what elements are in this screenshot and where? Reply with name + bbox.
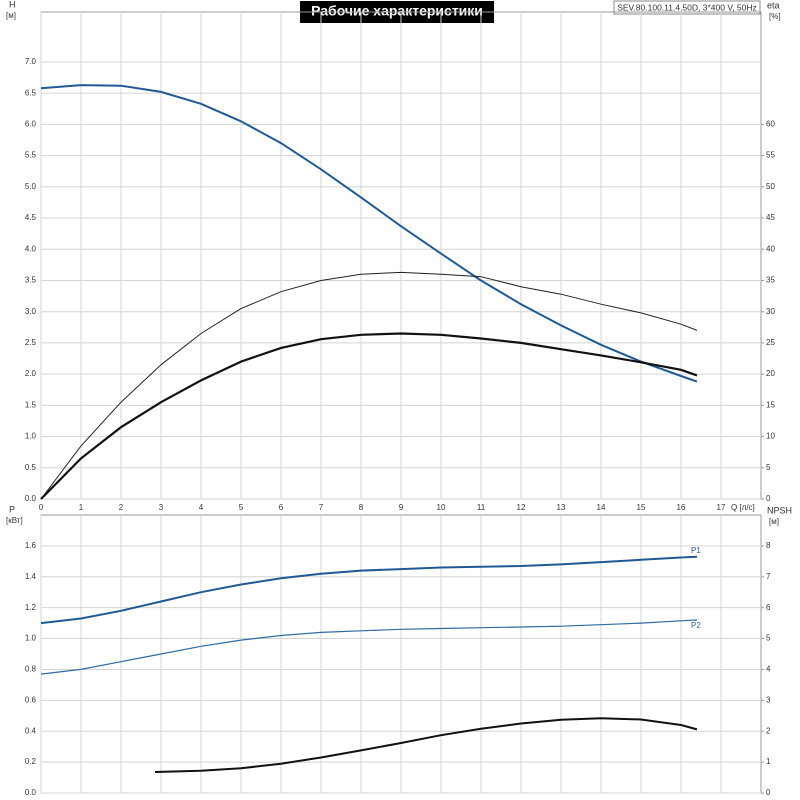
y-axis-unit: [кВт]	[6, 516, 23, 525]
x-tick-label: 1	[79, 503, 84, 512]
y2-tick-label: 20	[766, 369, 775, 378]
y2-tick-label: 0	[766, 494, 771, 503]
curve	[40, 84, 698, 383]
y-tick-label: 4.5	[25, 213, 37, 222]
y-tick-label: 1.0	[25, 634, 37, 643]
y-tick-label: 0.0	[25, 494, 37, 503]
series-label: P1	[691, 546, 701, 555]
y2-tick-label: 5	[766, 634, 771, 643]
x-tick-label: 0	[39, 503, 44, 512]
y-axis-label: H	[9, 0, 16, 9]
y-tick-label: 0.4	[25, 726, 37, 735]
y2-tick-label: 6	[766, 603, 771, 612]
y2-tick-label: 35	[766, 276, 775, 285]
curve	[40, 555, 698, 625]
y2-tick-label: 25	[766, 338, 775, 347]
x-tick-label: 15	[637, 503, 646, 512]
y2-tick-label: 15	[766, 400, 775, 409]
y-tick-label: 1.5	[25, 400, 37, 409]
y-tick-label: 1.0	[25, 432, 37, 441]
series-label: P2	[691, 621, 701, 630]
y2-axis-label: NPSH	[767, 505, 792, 515]
y2-tick-label: 3	[766, 695, 771, 704]
y-tick-label: 3.0	[25, 307, 37, 316]
x-tick-label: 3	[159, 503, 164, 512]
x-axis-label: Q [л/с]	[731, 503, 755, 512]
y-tick-label: 6.0	[25, 119, 37, 128]
y-tick-label: 2.0	[25, 369, 37, 378]
y2-tick-label: 4	[766, 665, 771, 674]
y-tick-label: 1.2	[25, 603, 37, 612]
y2-tick-label: 50	[766, 182, 775, 191]
y2-tick-label: 1	[766, 757, 771, 766]
curve	[154, 717, 698, 773]
y-tick-label: 4.0	[25, 244, 37, 253]
x-tick-label: 4	[199, 503, 204, 512]
x-tick-label: 14	[597, 503, 606, 512]
y-axis-label: P	[9, 504, 15, 514]
y2-axis-unit: [м]	[769, 517, 779, 526]
y-tick-label: 0.0	[25, 788, 37, 797]
chart-title: Рабочие характеристики	[311, 3, 483, 19]
y2-tick-label: 45	[766, 213, 775, 222]
x-tick-label: 8	[359, 503, 364, 512]
curve	[40, 271, 698, 500]
x-tick-label: 7	[319, 503, 324, 512]
y2-tick-label: 30	[766, 307, 775, 316]
y-tick-label: 7.0	[25, 57, 37, 66]
y-tick-label: 5.5	[25, 151, 37, 160]
y2-tick-label: 40	[766, 244, 775, 253]
subtitle-box	[613, 0, 761, 15]
y2-tick-label: 7	[766, 572, 771, 581]
x-tick-label: 11	[477, 503, 486, 512]
y2-axis-unit: [%]	[769, 12, 781, 21]
y2-tick-label: 55	[766, 151, 775, 160]
y-tick-label: 6.5	[25, 88, 37, 97]
y2-tick-label: 0	[766, 788, 771, 797]
x-tick-label: 13	[557, 503, 566, 512]
x-tick-label: 12	[517, 503, 526, 512]
y-tick-label: 0.2	[25, 757, 37, 766]
x-tick-label: 6	[279, 503, 284, 512]
y-tick-label: 1.6	[25, 541, 37, 550]
curve	[40, 332, 698, 500]
x-tick-label: 5	[239, 503, 244, 512]
y2-tick-label: 10	[766, 432, 775, 441]
y2-tick-label: 2	[766, 726, 771, 735]
y2-axis-label: eta	[767, 0, 780, 10]
curve	[40, 619, 698, 675]
y-tick-label: 1.4	[25, 572, 37, 581]
y-tick-label: 5.0	[25, 182, 37, 191]
y-tick-label: 0.6	[25, 695, 37, 704]
y-tick-label: 0.5	[25, 463, 37, 472]
y-axis-unit: [м]	[6, 11, 16, 20]
subtitle: SEV.80.100.11.4.50D, 3*400 V, 50Hz	[617, 2, 757, 12]
x-tick-label: 16	[677, 503, 686, 512]
y-tick-label: 2.5	[25, 338, 37, 347]
x-tick-label: 2	[119, 503, 124, 512]
x-tick-label: 10	[437, 503, 446, 512]
y-tick-label: 0.8	[25, 665, 37, 674]
x-tick-label: 9	[399, 503, 404, 512]
y-tick-label: 3.5	[25, 276, 37, 285]
y2-tick-label: 5	[766, 463, 771, 472]
x-tick-label: 17	[717, 503, 726, 512]
y2-tick-label: 60	[766, 119, 775, 128]
y2-tick-label: 8	[766, 541, 771, 550]
